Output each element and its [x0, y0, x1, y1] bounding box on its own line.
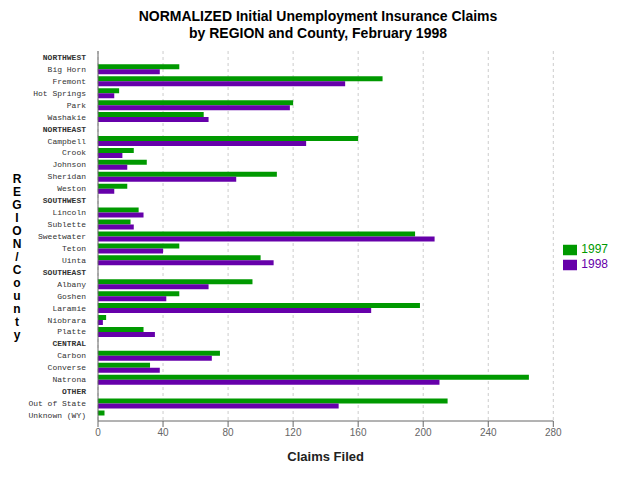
svg-text:NORTHEAST: NORTHEAST: [43, 125, 86, 134]
svg-text:Converse: Converse: [48, 363, 87, 372]
html-text:o: o: [13, 275, 21, 290]
svg-text:Laramie: Laramie: [52, 304, 86, 313]
html-text:N: N: [12, 236, 22, 251]
svg-text:Albany: Albany: [57, 280, 86, 289]
html-text:O: O: [12, 223, 22, 238]
svg-text:Out of State: Out of State: [28, 399, 86, 408]
svg-text:Sublette: Sublette: [48, 220, 87, 229]
svg-text:Teton: Teton: [62, 244, 86, 253]
svg-text:SOUTHEAST: SOUTHEAST: [43, 268, 86, 277]
svg-text:Big Horn: Big Horn: [48, 65, 87, 74]
svg-text:0: 0: [95, 427, 101, 438]
svg-text:Park: Park: [67, 101, 86, 110]
svg-text:40: 40: [157, 427, 169, 438]
svg-text:Niobrara: Niobrara: [48, 316, 87, 325]
html-text:y: y: [13, 327, 21, 342]
html-text:I: I: [15, 210, 19, 225]
html-text:1997: 1997: [581, 242, 608, 257]
svg-text:Claims Filed: Claims Filed: [287, 449, 364, 464]
html-text:n: n: [13, 301, 21, 316]
svg-text:Weston: Weston: [57, 184, 86, 193]
svg-text:Campbell: Campbell: [48, 137, 87, 146]
svg-text:Fremont: Fremont: [52, 77, 86, 86]
svg-text:280: 280: [545, 427, 562, 438]
svg-text:120: 120: [285, 427, 302, 438]
svg-text:Goshen: Goshen: [57, 292, 86, 301]
svg-text:Sweetwater: Sweetwater: [38, 232, 86, 241]
svg-text:CENTRAL: CENTRAL: [52, 339, 86, 348]
svg-text:Washakie: Washakie: [48, 113, 87, 122]
svg-text:160: 160: [350, 427, 367, 438]
html-text:by REGION and County, February: by REGION and County, February 1998: [189, 25, 447, 41]
html-text:G: G: [12, 197, 22, 212]
svg-text:80: 80: [223, 427, 235, 438]
html-text:E: E: [13, 184, 21, 199]
svg-text:Lincoln: Lincoln: [52, 208, 86, 217]
svg-text:Carbon: Carbon: [57, 351, 86, 360]
svg-text:SOUTHWEST: SOUTHWEST: [43, 196, 86, 205]
svg-text:Sheridan: Sheridan: [48, 172, 87, 181]
svg-text:OTHER: OTHER: [62, 387, 86, 396]
svg-text:Platte: Platte: [57, 327, 86, 336]
html-text:R: R: [12, 171, 22, 186]
svg-text:240: 240: [480, 427, 497, 438]
svg-text:Crook: Crook: [62, 148, 86, 157]
svg-text:Hot Springs: Hot Springs: [33, 89, 86, 98]
svg-text:Uinta: Uinta: [62, 256, 86, 265]
html-text:u: u: [13, 288, 21, 303]
html-text:1998: 1998: [581, 257, 608, 271]
svg-text:200: 200: [415, 427, 432, 438]
html-text:t: t: [15, 314, 19, 329]
svg-text:Natrona: Natrona: [52, 375, 86, 384]
svg-text:Johnson: Johnson: [52, 160, 86, 169]
svg-text:NORTHWEST: NORTHWEST: [43, 53, 86, 62]
svg-text:Unknown (WY): Unknown (WY): [28, 411, 86, 420]
html-text:C: C: [12, 262, 22, 277]
html-text:NORMALIZED Initial Unemploymen: NORMALIZED Initial Unemployment Insuranc…: [138, 8, 498, 24]
